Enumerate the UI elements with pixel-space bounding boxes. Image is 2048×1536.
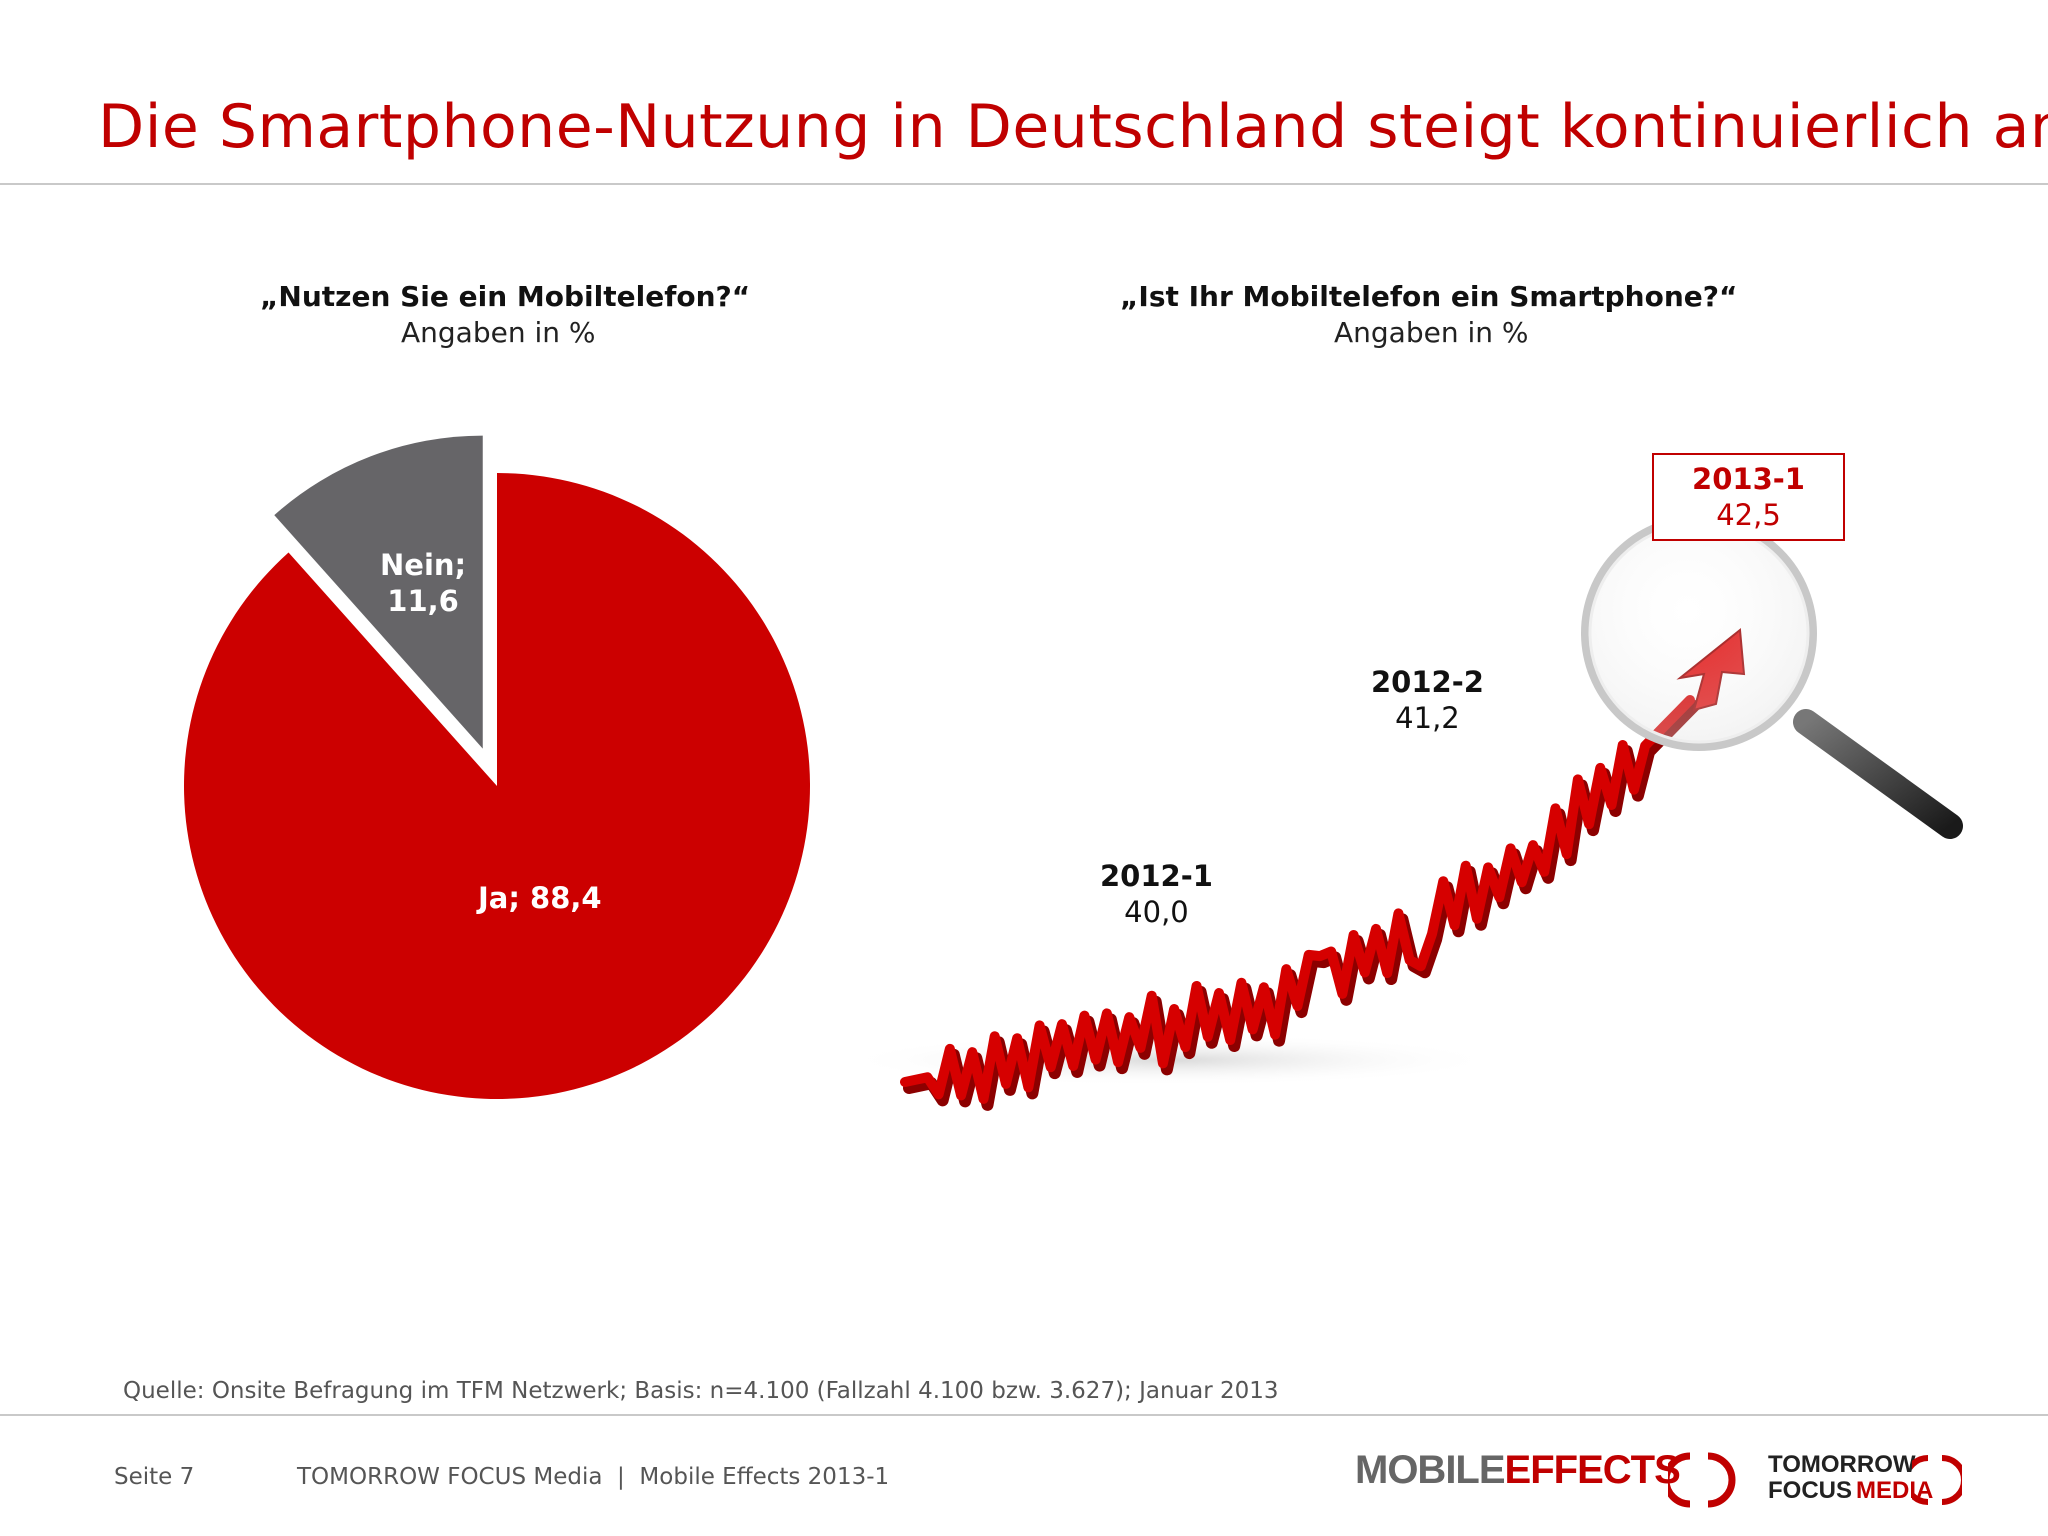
- trend-label-2012-1: 2012-1 40,0: [1100, 858, 1213, 930]
- page-number: Seite 7: [114, 1464, 195, 1490]
- trend-point-2012-1: [1255, 1005, 1261, 1011]
- footer-divider: [0, 1414, 2048, 1416]
- pie-slice-ja: [184, 473, 811, 1099]
- tomorrow-focus-logo-focus: FOCUS: [1768, 1477, 1852, 1504]
- mobile-effects-logo-part2: EFFECTS: [1504, 1448, 1681, 1492]
- magnifier-rim: [1588, 522, 1810, 744]
- trend-shadow: [840, 1034, 1500, 1086]
- footer-publisher: TOMORROW FOCUS Media | Mobile Effects 20…: [297, 1464, 890, 1490]
- source-note: Quelle: Onsite Befragung im TFM Netzwerk…: [123, 1378, 1279, 1404]
- pie-question-subtitle: Angaben in %: [401, 316, 596, 349]
- pie-label-nein: Nein; 11,6: [380, 547, 466, 619]
- trend-label-2013-1: 2013-1 42,5: [1652, 453, 1845, 541]
- trend-line-depth: [903, 700, 1700, 1111]
- trend-point-2012-2: [1530, 857, 1536, 863]
- trend-label-2012-1-period: 2012-1: [1100, 859, 1213, 893]
- tomorrow-focus-logo-line1: TOMORROW: [1768, 1451, 1916, 1478]
- pie-label-nein-line2: 11,6: [387, 584, 459, 618]
- trend-label-2012-2-value: 41,2: [1395, 701, 1460, 735]
- magnifier-icon: [1581, 515, 1817, 751]
- tomorrow-focus-logo-mark: [1912, 1455, 1962, 1505]
- mobile-effects-logo-mark: [1668, 1452, 1736, 1508]
- pie-label-nein-line1: Nein;: [380, 548, 467, 582]
- line-question-title: „Ist Ihr Mobiltelefon ein Smartphone?“: [1120, 280, 1738, 313]
- trend-label-2013-1-value: 42,5: [1716, 498, 1781, 532]
- trend-label-2013-1-period: 2013-1: [1692, 462, 1805, 496]
- line-question-subtitle: Angaben in %: [1334, 316, 1529, 349]
- trend-label-2012-1-value: 40,0: [1124, 895, 1189, 929]
- magnifier-handle: [1793, 709, 1963, 839]
- trend-point-2013-1: [1687, 697, 1693, 703]
- trend-points: [1255, 697, 1693, 1011]
- pie-question-title: „Nutzen Sie ein Mobiltelefon?“: [260, 280, 751, 313]
- tomorrow-focus-logo: TOMORROW FOCUS MEDIA: [1768, 1452, 1933, 1504]
- pie-label-ja-text: Ja; 88,4: [478, 881, 602, 915]
- trend-line: [900, 695, 1695, 1104]
- trend-label-2012-2-period: 2012-2: [1371, 665, 1484, 699]
- header-divider: [0, 183, 2048, 185]
- trend-label-2012-2: 2012-2 41,2: [1371, 664, 1484, 736]
- mobile-effects-logo: MOBILEEFFECTS: [1355, 1448, 1681, 1493]
- mobile-effects-logo-part1: MOBILE: [1355, 1448, 1506, 1492]
- page-title: Die Smartphone-Nutzung in Deutschland st…: [98, 92, 2048, 162]
- trend-arrowhead: [1676, 628, 1746, 712]
- pie-label-ja: Ja; 88,4: [478, 880, 602, 916]
